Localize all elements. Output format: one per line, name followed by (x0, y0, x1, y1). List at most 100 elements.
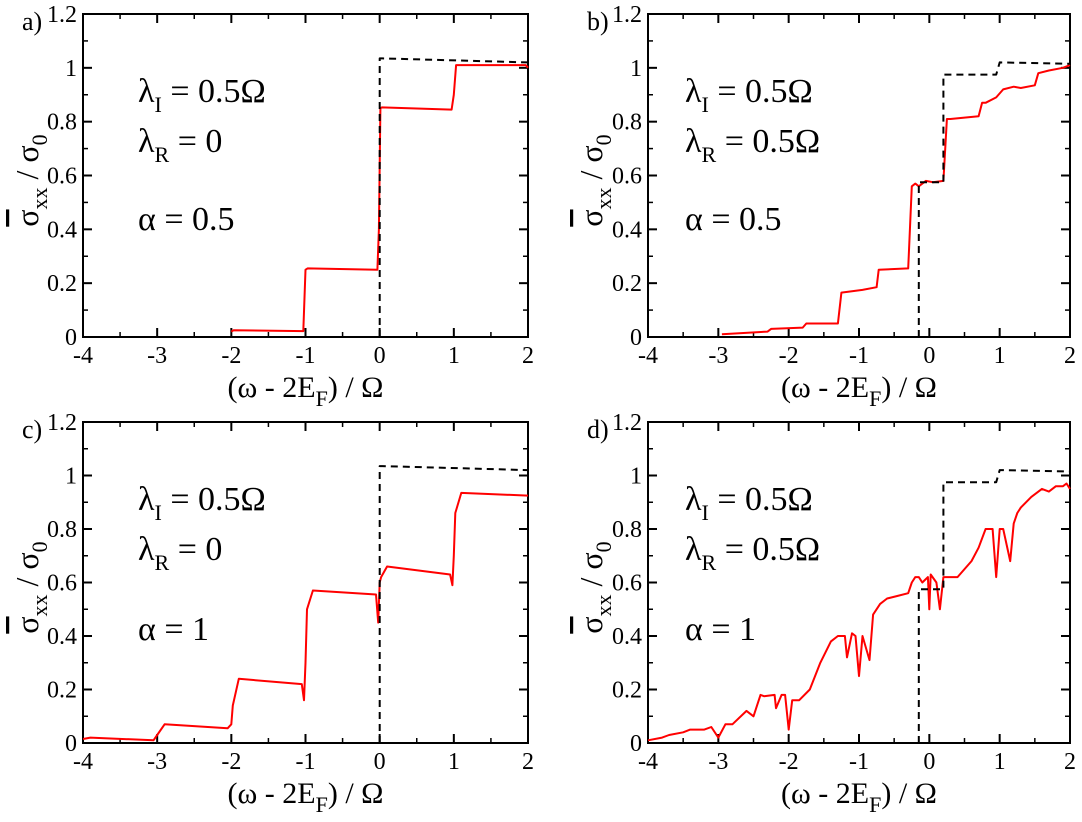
y-tick-label: 0.4 (47, 217, 77, 243)
x-tick-label: 1 (448, 749, 460, 775)
annotation-value: = 0.5 (156, 201, 235, 238)
annotation-symbol: λ (685, 123, 702, 160)
y-tick-label: 0.4 (612, 217, 642, 243)
y-tick-label: 0 (65, 731, 77, 757)
y-tick-label: 0.4 (47, 624, 77, 650)
annotation-value: = 0.5Ω (716, 123, 820, 160)
parameter-annotation: λR = 0 (138, 531, 222, 575)
annotation-value: = 0.5 (703, 201, 782, 238)
parameter-annotation: λI = 0.5Ω (685, 481, 813, 525)
x-tick-label: -2 (779, 343, 799, 369)
annotation-symbol: λ (685, 481, 702, 518)
y-tick-label: 0.2 (47, 271, 77, 297)
x-tick-label: -3 (147, 343, 167, 369)
y-axis-label: σxx / σ0 (573, 541, 616, 633)
y-tick-label: 0.8 (47, 110, 77, 136)
x-tick-label: -3 (147, 749, 167, 775)
parameter-annotation: λI = 0.5Ω (138, 481, 266, 525)
annotation-symbol: α (685, 201, 703, 238)
y-tick-label: 0.6 (47, 164, 77, 190)
y-tick-label: 0.8 (47, 517, 77, 543)
x-tick-label: -2 (779, 749, 799, 775)
y-axis-label-sigma: σ (573, 616, 609, 633)
annotation-subscript: R (155, 142, 170, 167)
annotation-symbol: α (685, 611, 703, 648)
y-tick-label: 1.2 (47, 2, 77, 28)
annotation-subscript: I (702, 92, 709, 117)
annotation-value: = 0 (169, 123, 222, 160)
series-black-line (378, 57, 529, 337)
x-tick-label: 0 (374, 749, 386, 775)
annotation-subscript: I (155, 500, 162, 525)
y-tick-label: 0.6 (612, 164, 642, 190)
x-axis-label: (ω - 2EF) / Ω (781, 777, 937, 817)
y-axis-label-sub-0: 0 (27, 541, 52, 552)
x-axis-label-main: (ω - 2E (781, 371, 869, 404)
x-axis-label-main: (ω - 2E (781, 777, 869, 810)
y-axis-label-sub-0: 0 (27, 134, 52, 145)
x-tick-label: 0 (923, 749, 935, 775)
annotation-symbol: α (138, 611, 156, 648)
y-axis-label: σxx / σ0 (573, 134, 616, 226)
y-axis-label-sigma: σ (573, 209, 609, 226)
y-axis-label: σxx / σ0 (9, 541, 52, 633)
series-black-line (378, 465, 529, 743)
annotation-symbol: λ (138, 73, 155, 110)
y-tick-label: 0 (630, 731, 642, 757)
series-red-line (82, 491, 529, 742)
parameter-annotation: λR = 0 (138, 123, 222, 167)
annotation-value: = 1 (703, 611, 756, 648)
y-axis-label-sub-0: 0 (591, 134, 616, 145)
x-tick-label: 1 (994, 749, 1006, 775)
y-tick-label: 1 (65, 464, 77, 490)
annotation-subscript: R (155, 550, 170, 575)
y-tick-label: 0.2 (47, 678, 77, 704)
x-tick-label: 1 (994, 343, 1006, 369)
annotation-symbol: λ (138, 123, 155, 160)
y-axis-label: σxx / σ0 (9, 134, 52, 226)
y-axis-label-sub-xx: xx (27, 594, 52, 616)
annotation-symbol: α (138, 201, 156, 238)
parameter-annotation: λR = 0.5Ω (685, 531, 820, 575)
y-axis-label-divider: / σ (573, 552, 609, 594)
x-axis-label-sub: F (316, 386, 328, 411)
annotation-value: = 0 (169, 531, 222, 568)
x-axis-label-rest: ) / Ω (881, 777, 937, 810)
panel-label: b) (587, 7, 609, 36)
y-axis-label-sigma: σ (9, 616, 45, 633)
y-axis-label-sub-xx: xx (591, 594, 616, 616)
y-axis-label-sub-xx: xx (591, 187, 616, 209)
y-axis-label-divider: / σ (573, 145, 609, 187)
plot-frame (82, 421, 529, 744)
y-tick-label: 1.2 (612, 2, 642, 28)
panel-c: -4 -3 -2 -1 0 1 2 0 0.2 0.4 0.6 0.8 1 1.2c) (ω - 2EF) … (9, 410, 534, 817)
x-tick-label: -3 (708, 749, 728, 775)
y-tick-label: 0.2 (612, 271, 642, 297)
x-tick-label: 1 (448, 343, 460, 369)
parameter-annotation: α = 1 (685, 611, 756, 648)
annotation-value: = 0.5Ω (162, 73, 266, 110)
x-tick-label: 2 (522, 749, 534, 775)
y-tick-label: 1 (630, 56, 642, 82)
y-axis-label-divider: / σ (9, 145, 45, 187)
parameter-annotation: α = 0.5 (138, 201, 235, 238)
y-axis-label-divider: / σ (9, 552, 45, 594)
parameter-annotation: α = 1 (138, 611, 209, 648)
x-tick-label: -1 (296, 343, 316, 369)
x-tick-label: 2 (1064, 749, 1076, 775)
x-tick-label: -4 (638, 749, 658, 775)
x-tick-label: -1 (849, 749, 869, 775)
series-red-line (647, 482, 1071, 742)
parameter-annotation: λI = 0.5Ω (685, 73, 813, 117)
x-axis-label-sub: F (316, 792, 328, 817)
panel-a: -4 -3 -2 -1 0 1 2 0 0.2 0.4 0.6 0.8 1 1.2a) (ω - 2EF) … (9, 2, 534, 411)
y-tick-label: 0 (65, 325, 77, 351)
x-tick-label: -3 (708, 343, 728, 369)
x-tick-label: -2 (221, 343, 241, 369)
x-axis-label: (ω - 2EF) / Ω (228, 371, 384, 411)
annotation-value: = 1 (156, 611, 209, 648)
x-tick-label: 0 (923, 343, 935, 369)
plot-frame (647, 13, 1071, 338)
annotation-subscript: I (155, 92, 162, 117)
x-tick-label: 2 (522, 343, 534, 369)
